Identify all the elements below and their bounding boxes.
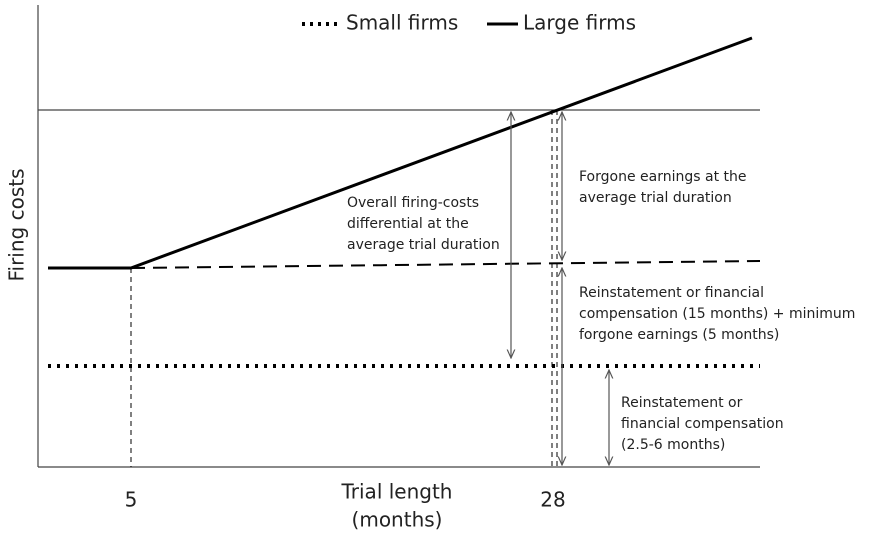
- annotation: average trial duration: [579, 190, 732, 206]
- arrows: [511, 112, 609, 465]
- annotation: compensation (15 months) + minimum: [579, 306, 855, 322]
- x-tick-label: 5: [125, 488, 138, 512]
- x-axis-label: Trial length: [341, 480, 453, 504]
- annotation: financial compensation: [621, 416, 784, 432]
- annotation: average trial duration: [347, 237, 500, 253]
- y-axis-label: Firing costs: [5, 168, 29, 281]
- annotation: Reinstatement or financial: [579, 285, 764, 301]
- legend-label: Small firms: [346, 11, 458, 35]
- annotation: differential at the: [347, 216, 469, 232]
- annotation: forgone earnings (5 months): [579, 327, 779, 343]
- guides: [130, 110, 558, 467]
- legend-label: Large firms: [523, 11, 636, 35]
- annotation: Overall firing-costs: [347, 195, 479, 211]
- large-firms-line: [48, 36, 753, 270]
- x-axis-label: (months): [352, 508, 443, 532]
- axes: [37, 5, 760, 468]
- large-firms-dashed: [130, 260, 761, 269]
- annotation: (2.5-6 months): [621, 437, 725, 453]
- x-tick-label: 28: [540, 488, 565, 512]
- annotation: Reinstatement or: [621, 395, 743, 411]
- annotation: Forgone earnings at the: [579, 169, 746, 185]
